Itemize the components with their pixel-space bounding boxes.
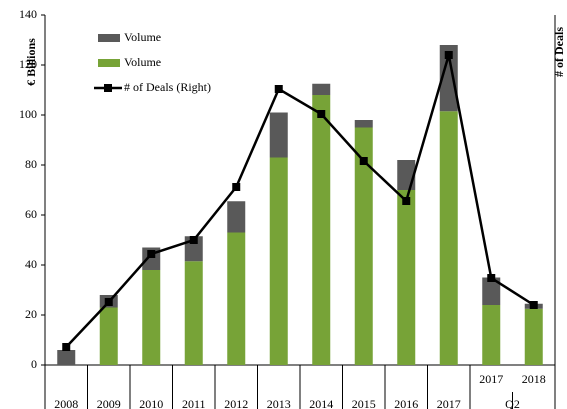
bar bbox=[439, 111, 458, 365]
y-tick-label: 80 bbox=[25, 157, 37, 171]
line-marker bbox=[529, 301, 538, 309]
line-marker bbox=[147, 250, 156, 258]
x-tick-label: 2014 bbox=[309, 397, 333, 409]
y-tick-label: 140 bbox=[19, 7, 37, 21]
x-tick-label: 2018 bbox=[522, 372, 546, 386]
x-tick-label: 2016 bbox=[394, 397, 418, 409]
x-tick-label: 2009 bbox=[97, 397, 121, 409]
legend-swatch bbox=[98, 34, 120, 42]
x-tick-label: 2011 bbox=[182, 397, 206, 409]
y-tick-label: 20 bbox=[25, 307, 37, 321]
line-marker bbox=[104, 298, 113, 306]
line-marker bbox=[232, 183, 241, 191]
legend-label: Volume bbox=[124, 55, 161, 69]
bar bbox=[312, 95, 331, 365]
category-group-label: Q2 bbox=[505, 397, 520, 409]
line-marker bbox=[359, 157, 368, 165]
line-marker bbox=[189, 236, 198, 244]
line-marker bbox=[274, 85, 283, 93]
bar bbox=[354, 127, 373, 365]
legend-marker bbox=[104, 84, 112, 92]
y2-axis-label: # of Deals bbox=[552, 27, 566, 77]
bar bbox=[57, 350, 76, 365]
y-tick-label: 40 bbox=[25, 257, 37, 271]
bar bbox=[184, 261, 203, 365]
x-tick-label: 2015 bbox=[352, 397, 376, 409]
bar bbox=[482, 305, 501, 365]
x-tick-label: 2012 bbox=[224, 397, 248, 409]
line-marker bbox=[402, 197, 411, 205]
bar bbox=[524, 308, 543, 365]
bar bbox=[312, 83, 331, 95]
legend-label: # of Deals (Right) bbox=[124, 80, 211, 94]
x-tick-label: 2013 bbox=[267, 397, 291, 409]
bar bbox=[269, 157, 288, 365]
y-tick-label: 100 bbox=[19, 107, 37, 121]
y-tick-label: 0 bbox=[31, 357, 37, 371]
line-marker bbox=[317, 110, 326, 118]
legend-swatch bbox=[98, 59, 120, 67]
line-marker bbox=[62, 343, 71, 351]
y-tick-label: 60 bbox=[25, 207, 37, 221]
line bbox=[65, 54, 535, 348]
bar bbox=[99, 307, 118, 365]
y-tick-label: 120 bbox=[19, 57, 37, 71]
x-tick-label: 2010 bbox=[139, 397, 163, 409]
line-marker bbox=[444, 51, 453, 59]
y-axis-label: € Billions bbox=[24, 38, 38, 86]
bar bbox=[397, 190, 416, 365]
x-tick-label: 2008 bbox=[54, 397, 78, 409]
legend-label: Volume bbox=[124, 30, 161, 44]
x-tick-label: 2017 bbox=[479, 372, 503, 386]
bar bbox=[439, 45, 458, 112]
bar bbox=[482, 277, 501, 305]
bar bbox=[142, 270, 161, 365]
x-tick-label: 2017 bbox=[437, 397, 461, 409]
line-marker bbox=[487, 274, 496, 282]
bar bbox=[354, 120, 373, 128]
bar bbox=[227, 201, 246, 233]
bar bbox=[269, 112, 288, 158]
bar bbox=[227, 232, 246, 365]
